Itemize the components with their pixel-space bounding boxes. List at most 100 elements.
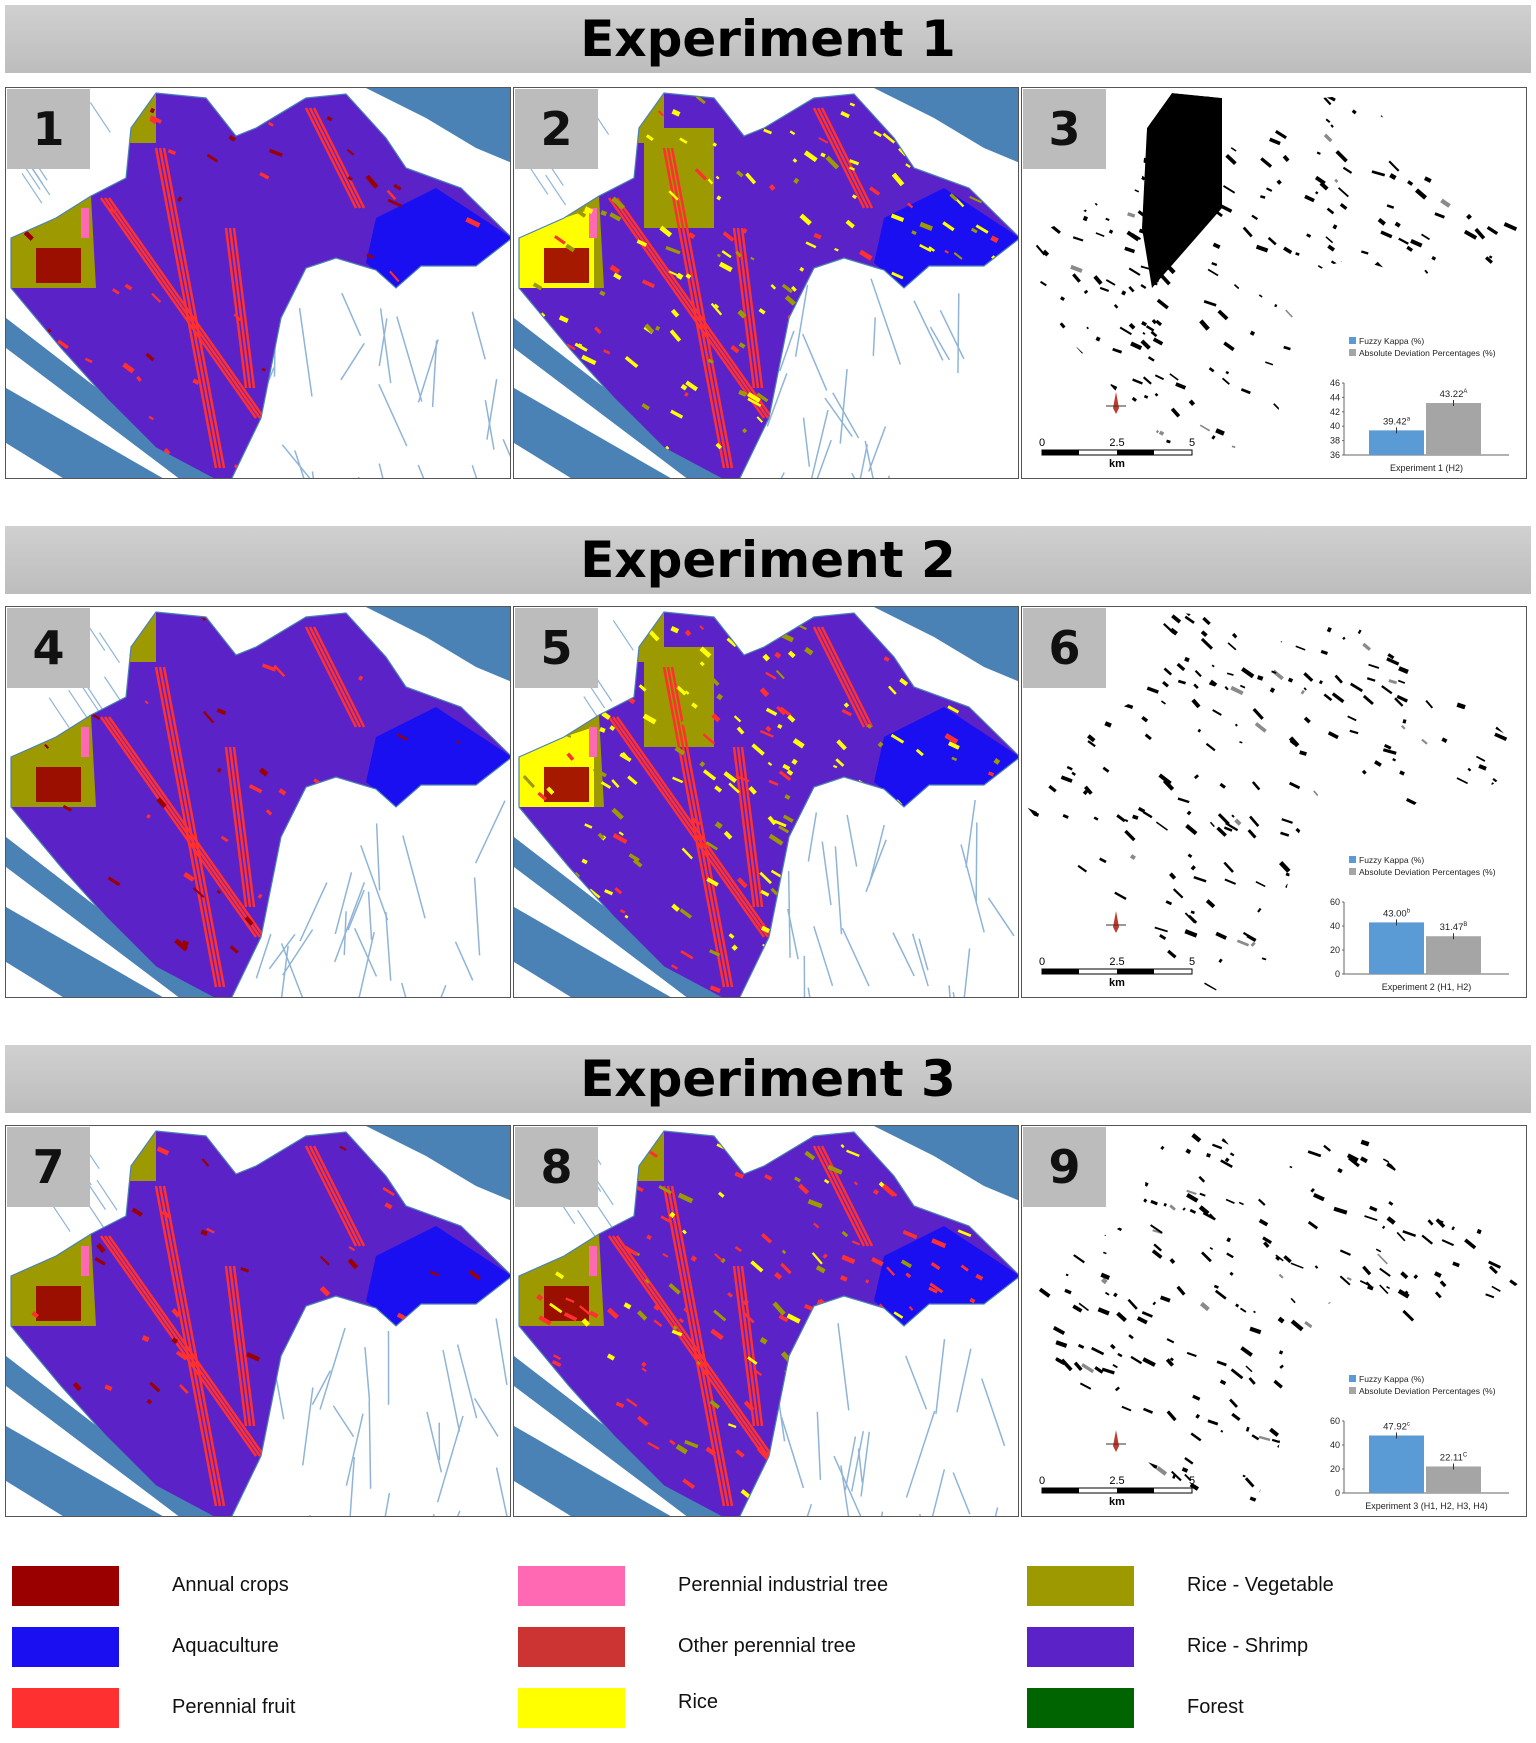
deviation-patch <box>1117 1352 1123 1358</box>
deviation-patch <box>1116 1311 1127 1323</box>
deviation-patch <box>1043 938 1053 945</box>
deviation-patch <box>1130 341 1143 351</box>
deviation-patch <box>1278 1350 1284 1355</box>
deviation-patch <box>1099 857 1107 864</box>
deviation-patch <box>1107 470 1121 478</box>
land-use-patch <box>759 730 774 738</box>
land-use-patch <box>122 362 135 374</box>
deviation-patch <box>1081 178 1088 184</box>
perennial-fruit-strip <box>154 666 218 988</box>
deviation-patch <box>1027 1493 1032 1501</box>
land-use-patch <box>91 713 101 721</box>
deviation-patch <box>1320 317 1329 325</box>
land-use-patch <box>84 357 93 364</box>
deviation-patch <box>1481 916 1493 925</box>
land-use-patch <box>947 705 960 714</box>
deviation-patch <box>1249 815 1260 827</box>
deviation-patch <box>1396 694 1408 703</box>
land-use-patch <box>865 1279 870 1284</box>
canal-line <box>952 991 955 997</box>
deviation-patch <box>1441 737 1448 743</box>
deviation-patch <box>1200 1251 1212 1263</box>
land-use-patch <box>707 178 714 185</box>
land-use-patch <box>699 646 712 658</box>
deviation-patch <box>1433 682 1438 687</box>
deviation-patch <box>1313 1192 1325 1202</box>
deviation-patch <box>1434 212 1445 219</box>
land-use-patch <box>244 916 254 926</box>
perennial-fruit-strip <box>607 1235 766 1457</box>
deviation-patch <box>1071 771 1076 776</box>
deviation-patch <box>1377 1253 1388 1265</box>
deviation-patch <box>1038 846 1047 853</box>
land-use-patch <box>532 282 543 291</box>
deviation-patch <box>1108 229 1114 234</box>
panel-number-badge: 6 <box>1023 608 1106 688</box>
deviation-patch <box>1481 449 1491 458</box>
deviation-patch <box>1451 637 1461 646</box>
y-tick-label: 60 <box>1330 897 1340 907</box>
deviation-patch <box>1316 829 1327 840</box>
canal-line <box>779 330 795 372</box>
land-use-patch <box>467 298 474 304</box>
canal-line <box>436 1415 464 1503</box>
land-use-patch <box>387 840 397 847</box>
canal-line <box>375 823 381 891</box>
deviation-patch <box>1516 615 1526 623</box>
deviation-patch <box>1029 338 1043 348</box>
deviation-patch <box>1293 1384 1304 1392</box>
land-use-patch <box>638 684 647 692</box>
deviation-patch <box>1063 1235 1073 1240</box>
deviation-patch <box>1472 280 1483 289</box>
land-use-patch <box>220 835 229 843</box>
land-use-patch <box>370 635 376 641</box>
land-use-patch <box>460 471 465 476</box>
deviation-patch <box>1388 1201 1394 1206</box>
deviation-patch <box>1300 899 1311 906</box>
land-use-patch <box>874 269 885 279</box>
land-use-patch <box>665 245 681 255</box>
canal-line <box>301 1387 314 1466</box>
land-use-patch <box>961 1200 969 1208</box>
land-use-patch <box>824 916 830 923</box>
deviation-patch <box>1474 227 1486 240</box>
land-use-patch <box>615 1401 625 1409</box>
land-use-patch <box>988 363 999 372</box>
deviation-patch <box>1072 236 1084 242</box>
deviation-patch <box>1169 1258 1176 1264</box>
deviation-patch <box>1226 672 1234 676</box>
perennial-fruit-strip <box>103 197 262 419</box>
land-use-patch <box>928 246 936 252</box>
land-use-patch <box>491 902 500 909</box>
deviation-patch <box>1474 172 1482 179</box>
deviation-patch <box>1483 115 1496 127</box>
land-use-patch <box>605 617 614 625</box>
land-use-patch <box>713 1309 727 1322</box>
deviation-patch <box>1097 1307 1110 1316</box>
deviation-patch <box>1040 280 1047 287</box>
land-use-patch <box>950 813 962 820</box>
deviation-patch <box>1225 370 1230 375</box>
canal-line <box>298 307 313 397</box>
deviation-patch <box>1337 187 1349 198</box>
deviation-patch <box>1434 877 1448 885</box>
deviation-patch <box>1484 336 1495 348</box>
deviation-patch <box>1198 1205 1210 1216</box>
land-use-patch <box>319 1286 331 1297</box>
deviation-patch <box>1346 1276 1352 1281</box>
y-tick-label: 0 <box>1335 969 1340 979</box>
deviation-patch <box>1073 1254 1085 1264</box>
deviation-patch <box>1272 669 1284 681</box>
chart-bar <box>1369 922 1424 974</box>
land-use-patch <box>790 285 797 292</box>
deviation-patch <box>1435 1218 1446 1228</box>
deviation-patch <box>1386 657 1400 666</box>
deviation-patch <box>1263 1241 1270 1249</box>
deviation-patch <box>1177 797 1190 804</box>
canal-line <box>48 697 70 728</box>
land-use-patch <box>104 1384 113 1391</box>
deviation-patch <box>1340 870 1346 876</box>
canal-line <box>821 841 832 906</box>
map-panel-3: 0 2.5 5 km Fuzzy Kappa (%) Absolute Deviation… <box>1021 87 1527 479</box>
land-use-patch <box>860 1458 874 1470</box>
